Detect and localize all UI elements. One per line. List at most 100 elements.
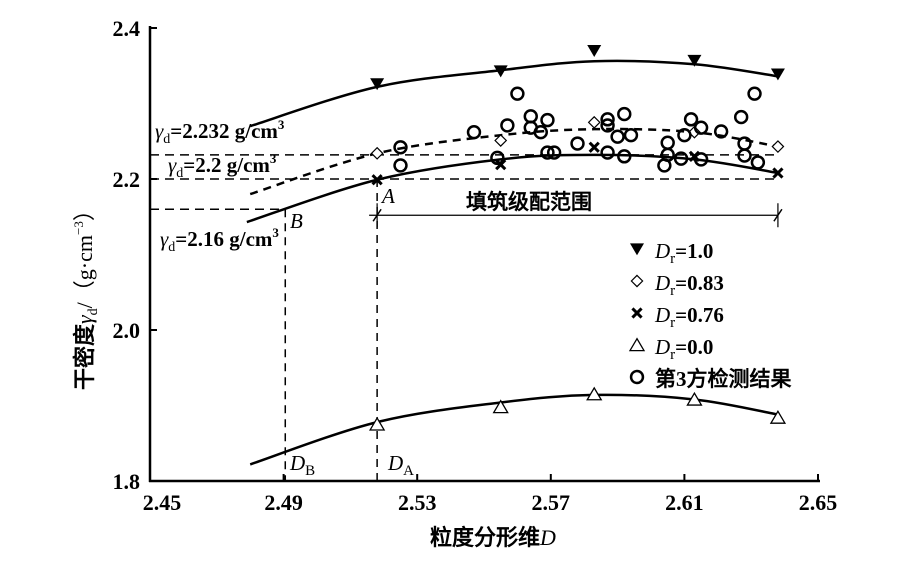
- legend-label-value: =0.0: [675, 335, 713, 359]
- data-point-circle-open: [737, 148, 752, 163]
- legend-label: 第3方检测结果: [655, 367, 792, 391]
- legend-label-value: =0.83: [675, 271, 724, 295]
- legend-marker-triangle-up-open: [628, 337, 646, 352]
- x-marker-stroke: [772, 167, 784, 179]
- legend-label: Dr=0.83: [654, 271, 724, 299]
- data-point-circle-open: [677, 128, 692, 143]
- data-point-triangle-up-open: [686, 391, 703, 406]
- data-point-triangle-up-open: [769, 409, 787, 424]
- legend-label-sub: r: [670, 347, 675, 363]
- range-label: 填筑级配范围: [466, 190, 592, 214]
- legend-marker-diamond-open: [630, 274, 644, 288]
- legend-label: Dr=0.76: [654, 303, 724, 331]
- x-marker-stroke: [371, 174, 383, 186]
- data-point-circle-open: [617, 149, 632, 164]
- data-point-circle-open: [660, 135, 675, 150]
- legend-marker-circle-open: [629, 369, 645, 385]
- y-tick-label: 2.4: [113, 16, 141, 41]
- data-point-circle-open: [683, 112, 699, 127]
- data-point-circle-open: [737, 136, 752, 151]
- annotation-point-b: B: [290, 209, 303, 233]
- data-points: [368, 45, 787, 431]
- data-point-x: [772, 167, 784, 179]
- annotation-point-a: A: [380, 184, 395, 208]
- data-point-circle-open: [693, 152, 709, 167]
- legend-label: Dr=0.0: [654, 335, 713, 363]
- data-point-circle-open: [393, 140, 408, 155]
- data-point-circle-open: [500, 118, 515, 133]
- data-point-diamond-open: [587, 115, 601, 129]
- data-point-circle-open: [623, 128, 639, 143]
- data-point-triangle-down-filled: [493, 65, 508, 78]
- data-point-circle-open: [673, 151, 689, 166]
- legend-label-sub: r: [670, 251, 675, 267]
- data-point-circle-open: [747, 86, 762, 101]
- data-point-circle-open: [540, 112, 555, 128]
- data-point-circle-open: [750, 155, 766, 170]
- data-point-circle-open: [693, 120, 709, 135]
- x-tick-label: 2.57: [532, 490, 571, 515]
- legend-marker-triangle-down-filled: [630, 243, 644, 256]
- legend-label-sub: r: [670, 315, 675, 331]
- x-marker-stroke: [631, 307, 643, 319]
- data-point-circle-open: [600, 112, 615, 127]
- data-point-triangle-down-filled: [587, 45, 602, 57]
- data-point-circle-open: [546, 145, 562, 160]
- data-point-diamond-open: [370, 146, 384, 160]
- data-point-circle-open: [733, 109, 749, 125]
- x-axis-title: 粒度分形维D: [430, 525, 556, 550]
- axes: [148, 26, 820, 483]
- range-end-slash: [372, 208, 382, 222]
- legend-label-var: D: [654, 335, 670, 359]
- y-axis-title: 干密度γd/（g·cm−3）: [71, 199, 101, 390]
- data-point-x: [495, 159, 507, 171]
- data-point-circle-open: [570, 136, 585, 151]
- annotation-gd-2232: γd=2.232 g/cm3: [155, 117, 285, 147]
- data-point-triangle-down-filled: [770, 68, 785, 81]
- data-point-circle-open: [393, 158, 408, 173]
- data-point-circle-open: [657, 158, 672, 173]
- data-point-circle-open: [713, 124, 729, 139]
- legend-label: Dr=1.0: [654, 239, 713, 267]
- x-marker-stroke: [588, 141, 600, 153]
- data-point-circle-open: [533, 124, 548, 140]
- data-point-circle-open: [490, 150, 505, 166]
- legend-label-var: D: [654, 303, 670, 327]
- legend-marker-x: [631, 307, 643, 319]
- data-point-triangle-down-filled: [370, 78, 385, 91]
- x-tick-label: 2.61: [665, 490, 704, 515]
- annotation-gd-22: γd=2.2 g/cm3: [168, 151, 277, 181]
- x-tick-label: 2.53: [398, 490, 437, 515]
- data-point-triangle-up-open: [492, 399, 509, 414]
- legend-label-value: =0.76: [675, 303, 724, 327]
- x-tick-label: 2.45: [143, 490, 182, 515]
- data-point-triangle-down-filled: [687, 54, 702, 67]
- annotation-db: DB: [289, 451, 315, 479]
- data-point-diamond-open: [687, 125, 701, 139]
- fit-curve-Dr=1.0: [249, 59, 779, 128]
- x-tick-label: 2.49: [264, 490, 303, 515]
- legend-label-var: D: [654, 271, 670, 295]
- data-point-circle-open: [466, 124, 482, 140]
- annotation-da: DA: [387, 451, 414, 479]
- legend-label-value: =1.0: [675, 239, 713, 263]
- legend-label-var: D: [654, 239, 670, 263]
- data-point-circle-open: [600, 145, 615, 160]
- data-point-circle-open: [540, 145, 555, 160]
- y-tick-label: 1.8: [113, 469, 141, 494]
- data-point-circle-open: [600, 118, 615, 133]
- data-point-circle-open: [610, 129, 625, 144]
- data-point-x: [371, 174, 383, 186]
- range-end-slash: [773, 208, 783, 222]
- y-tick-label: 2.2: [113, 167, 141, 192]
- data-point-diamond-open: [771, 140, 785, 153]
- tick-labels: 2.45 2.49 2.53 2.57 2.61 2.65 1.8 2.0 2.2 2.4: [113, 16, 838, 515]
- annotation-gd-216: γd=2.16 g/cm3: [160, 225, 279, 255]
- data-point-diamond-open: [494, 134, 508, 147]
- reference-lines: [150, 154, 783, 481]
- legend-label-sub: r: [670, 283, 675, 299]
- fit-curve-Dr=0.83: [249, 127, 779, 196]
- data-point-circle-open: [617, 106, 632, 122]
